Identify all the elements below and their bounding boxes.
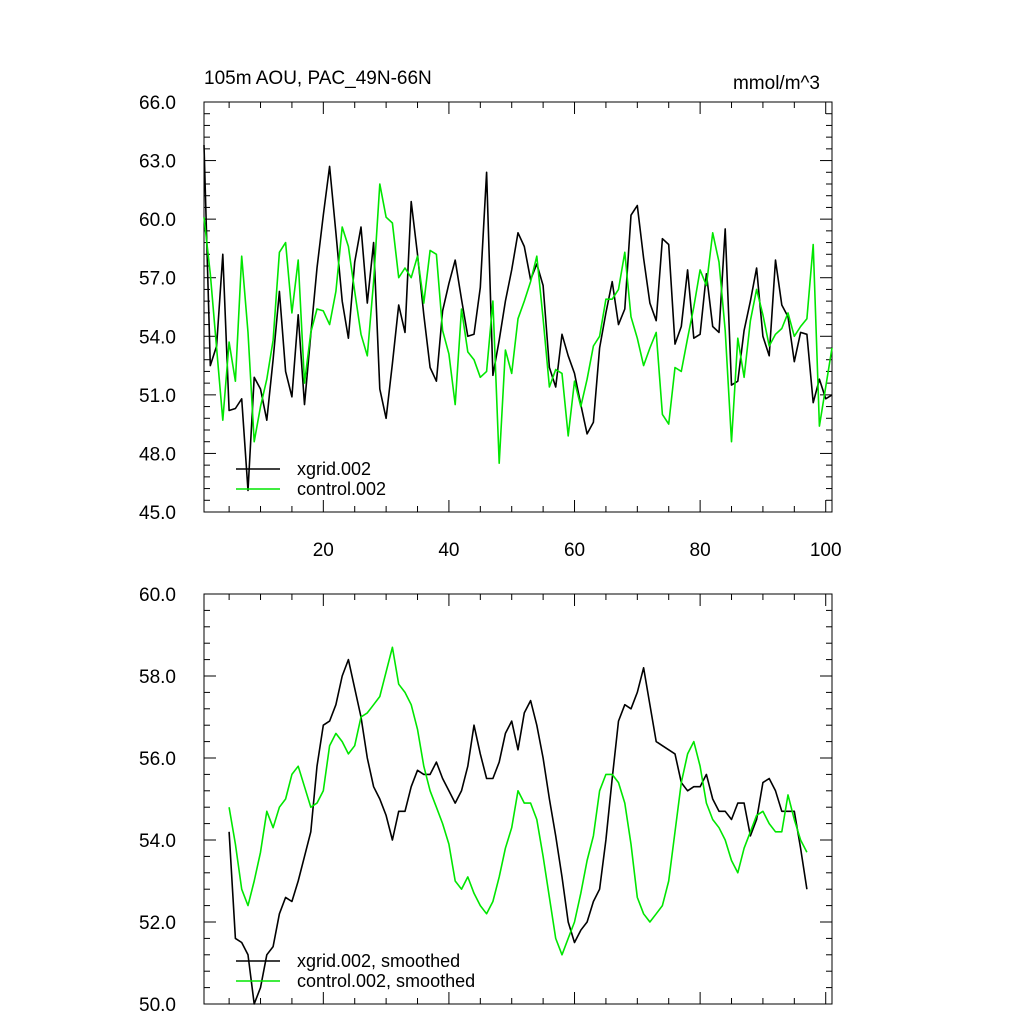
y-tick-label: 57.0	[139, 269, 176, 290]
y-tick-label: 45.0	[139, 503, 176, 524]
x-tick-label: 60	[564, 540, 585, 561]
series-line-1	[228, 658, 808, 1005]
legend-label: control.002	[297, 479, 386, 499]
y-tick-label: 50.0	[139, 995, 176, 1016]
y-tick-label: 54.0	[139, 831, 176, 852]
series-line-2	[203, 183, 833, 465]
series-line-1	[203, 144, 833, 492]
plot-frame	[203, 101, 833, 513]
y-tick-label: 58.0	[139, 667, 176, 688]
x-tick-label: 100	[810, 540, 842, 561]
legend-label: control.002, smoothed	[297, 971, 475, 991]
series-line-2	[228, 646, 808, 956]
y-tick-label: 51.0	[139, 386, 176, 407]
y-tick-label: 60.0	[139, 210, 176, 231]
y-tick-label: 63.0	[139, 152, 176, 173]
legend-label: xgrid.002, smoothed	[297, 951, 460, 971]
y-tick-label: 54.0	[139, 327, 176, 348]
y-tick-label: 66.0	[139, 93, 176, 114]
chart-title: 105m AOU, PAC_49N-66N	[204, 68, 432, 89]
x-tick-label: 40	[438, 540, 459, 561]
units-label: mmol/m^3	[733, 73, 820, 94]
legend-label: xgrid.002	[297, 459, 371, 479]
y-tick-label: 48.0	[139, 444, 176, 465]
plot-frame	[203, 593, 833, 1005]
x-tick-label: 20	[313, 540, 334, 561]
chart-panel-2: 50.0 52.0 54.0 56.0 58.0 60.0 xgrid.002, smoot…	[139, 585, 833, 1016]
chart-panel-1: 45.0 48.0 51.0 54.0 57.0 60.0 63.0 66.0 20 40 60 80…	[139, 68, 842, 561]
y-tick-label: 56.0	[139, 749, 176, 770]
x-tick-label: 80	[690, 540, 711, 561]
y-tick-label: 52.0	[139, 913, 176, 934]
y-tick-label: 60.0	[139, 585, 176, 606]
